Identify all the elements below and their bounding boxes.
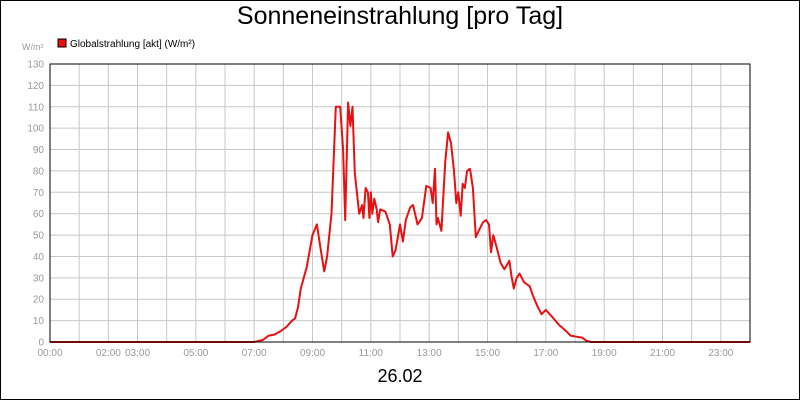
y-axis-ticks: 0 10 20 30 40 50 60 70 80 90 100 110 120 130 bbox=[27, 60, 44, 349]
y-tick-label: 80 bbox=[33, 166, 45, 177]
y-tick-label: 50 bbox=[33, 231, 45, 242]
y-axis-unit-label: W/m² bbox=[22, 42, 44, 52]
legend-swatch bbox=[57, 38, 67, 48]
x-tick-label: 05:00 bbox=[183, 348, 208, 359]
legend: Globalstrahlung [akt] (W/m²) bbox=[57, 38, 195, 50]
y-tick-label: 120 bbox=[27, 81, 44, 92]
x-tick-label: 09:00 bbox=[300, 348, 325, 359]
y-tick-label: 110 bbox=[28, 102, 44, 113]
x-tick-label: 13:00 bbox=[417, 348, 442, 359]
x-tick-label: 23:00 bbox=[708, 348, 733, 359]
y-tick-label: 90 bbox=[33, 145, 45, 156]
x-tick-label: 11:00 bbox=[359, 348, 384, 359]
legend-label: Globalstrahlung [akt] (W/m²) bbox=[70, 39, 195, 50]
y-tick-label: 10 bbox=[33, 316, 45, 327]
y-tick-label: 100 bbox=[27, 124, 44, 135]
x-tick-label: 21:00 bbox=[650, 348, 675, 359]
x-axis-ticks: 00:00 02:00 03:00 05:00 07:00 09:00 11:00 13:00… bbox=[37, 348, 733, 359]
date-label: 26.02 bbox=[377, 366, 423, 386]
y-tick-label: 30 bbox=[33, 273, 45, 284]
x-tick-label: 07:00 bbox=[242, 348, 267, 359]
x-tick-label: 15:00 bbox=[475, 348, 500, 359]
y-tick-label: 40 bbox=[33, 252, 45, 263]
x-tick-label: 19:00 bbox=[592, 348, 617, 359]
chart-title: Sonneneinstrahlung [pro Tag] bbox=[236, 2, 564, 30]
y-tick-label: 20 bbox=[33, 295, 45, 306]
y-tick-label: 70 bbox=[33, 188, 45, 199]
y-tick-label: 130 bbox=[27, 60, 44, 71]
x-tick-label: 00:00 bbox=[37, 348, 62, 359]
y-tick-label: 60 bbox=[33, 209, 45, 220]
y-tick-label: 0 bbox=[38, 338, 44, 349]
grid bbox=[50, 64, 750, 342]
series-line-globalstrahlung bbox=[50, 101, 750, 343]
x-tick-label: 17:00 bbox=[533, 348, 558, 359]
plot-border bbox=[49, 63, 751, 343]
x-tick-label: 03:00 bbox=[125, 348, 150, 359]
x-tick-label: 02:00 bbox=[96, 348, 121, 359]
